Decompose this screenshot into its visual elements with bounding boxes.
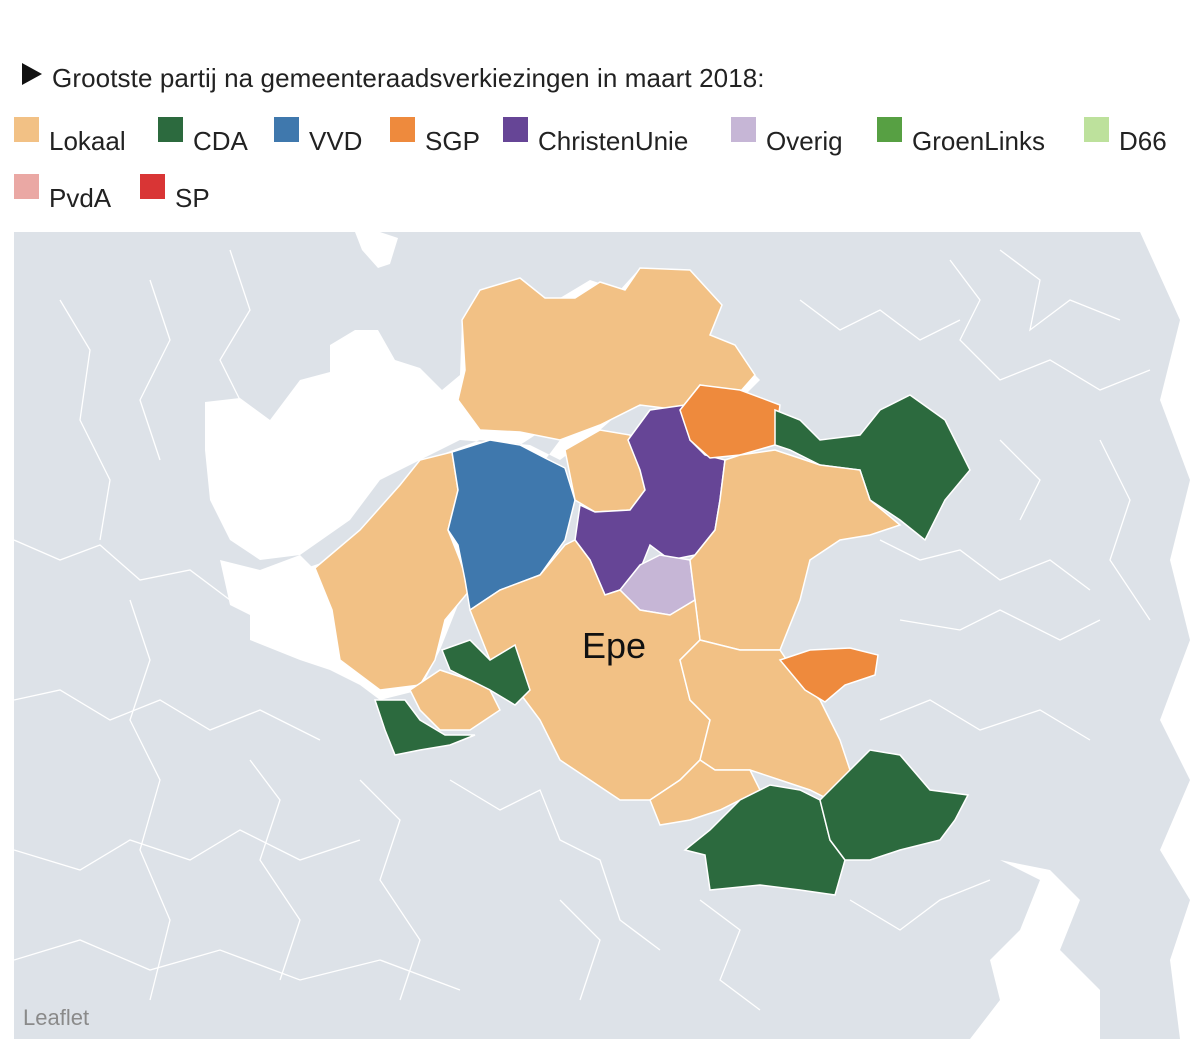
germany-south-area: [970, 860, 1100, 1039]
map-label-epe: Epe: [582, 625, 647, 666]
legend-label-pvda: PvdA: [49, 183, 112, 213]
region-hardenberg[interactable]: [774, 394, 971, 542]
swatch-sp: [140, 174, 165, 199]
legend-label-lokaal: Lokaal: [49, 126, 126, 156]
legend-item-lokaal: Lokaal: [14, 115, 126, 157]
swatch-sgp: [390, 117, 415, 142]
swatch-vvd: [274, 117, 299, 142]
swatch-cda: [158, 117, 183, 142]
legend-label-groenlinks: GroenLinks: [912, 126, 1045, 156]
legend-label-d66: D66: [1119, 126, 1167, 156]
leaflet-attribution-link[interactable]: Leaflet: [23, 1005, 90, 1030]
region-salland[interactable]: [689, 449, 902, 651]
legend-item-sgp: SGP: [390, 115, 480, 157]
legend-label-sp: SP: [175, 183, 210, 213]
legend-item-christenunie: ChristenUnie: [503, 115, 688, 157]
swatch-groenlinks: [877, 117, 902, 142]
region-ermelo[interactable]: [441, 639, 531, 706]
swatch-lokaal: [14, 117, 39, 142]
water-markermeer: [220, 555, 320, 620]
region-berkelland[interactable]: [819, 749, 970, 861]
map-container[interactable]: Epe Leaflet: [14, 232, 1200, 1039]
swatch-pvda: [14, 174, 39, 199]
swatch-christenunie: [503, 117, 528, 142]
region-rijssen-holten[interactable]: [778, 647, 879, 703]
swatch-overig: [731, 117, 756, 142]
legend-item-overig: Overig: [731, 115, 843, 157]
legend-label-cda: CDA: [193, 126, 248, 156]
legend-item-cda: CDA: [158, 115, 248, 157]
region-noordoostpolder[interactable]: [457, 267, 756, 441]
region-zutphen[interactable]: [649, 759, 762, 826]
legend-header[interactable]: Grootste partij na gemeenteraadsverkiezi…: [22, 58, 765, 98]
legend-label-christenunie: ChristenUnie: [538, 126, 689, 156]
legend-label-sgp: SGP: [425, 126, 480, 156]
region-putten[interactable]: [409, 669, 501, 731]
legend-item-groenlinks: GroenLinks: [877, 115, 1045, 157]
legend-label-overig: Overig: [766, 126, 843, 156]
municipal-boundaries: [14, 249, 1151, 1011]
collapse-triangle-icon[interactable]: [22, 63, 42, 85]
region-barneveld[interactable]: [373, 699, 476, 756]
map-svg[interactable]: [14, 232, 1200, 1039]
germany-area: [1140, 232, 1200, 1039]
legend-label-vvd: VVD: [309, 126, 363, 156]
legend-item-d66: D66: [1084, 115, 1167, 157]
swatch-d66: [1084, 117, 1109, 142]
legend-item-pvda: PvdA: [14, 172, 111, 214]
legend-item-sp: SP: [140, 172, 210, 214]
legend-item-vvd: VVD: [274, 115, 362, 157]
legend-title: Grootste partij na gemeenteraadsverkiezi…: [52, 62, 765, 93]
